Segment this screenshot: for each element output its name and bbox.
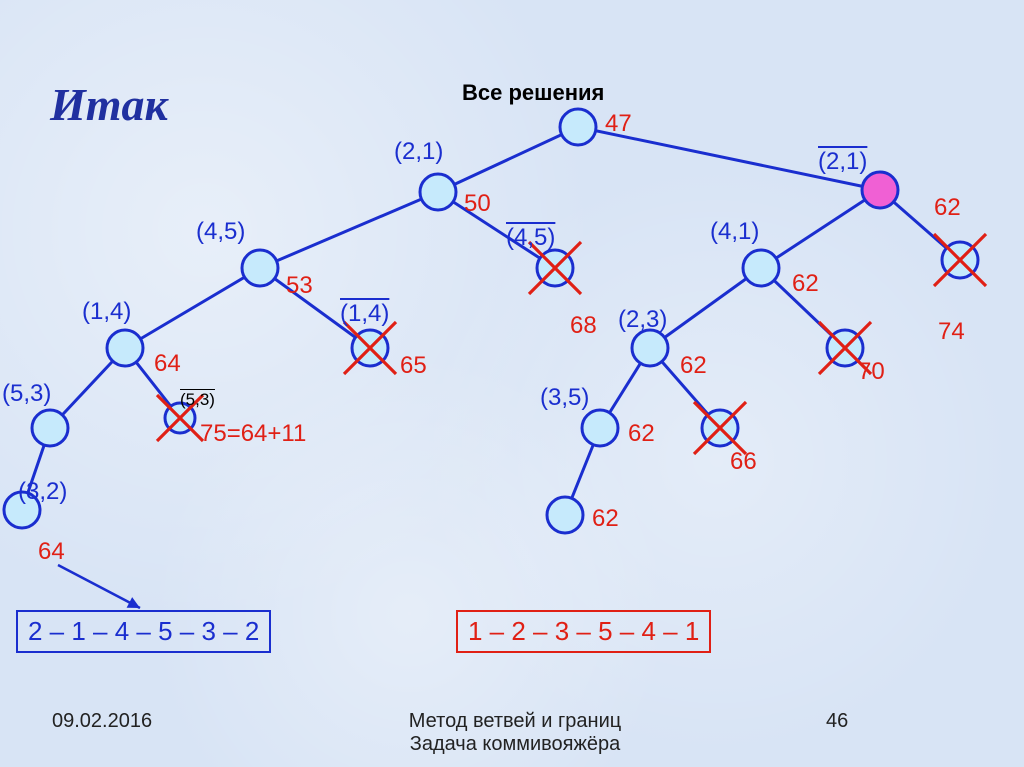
- node-annotation: 74: [938, 318, 965, 346]
- node-annotation: 50: [464, 190, 491, 218]
- footer-page: 46: [826, 710, 848, 733]
- node-annotation: (3,2): [18, 478, 67, 506]
- node-annotation: (1,4): [82, 298, 131, 326]
- node-annotation: 66: [730, 448, 757, 476]
- tree-node: [862, 172, 898, 208]
- node-annotation: 68: [570, 312, 597, 340]
- arrow-line: [58, 565, 140, 608]
- node-annotation: (1,4): [340, 300, 389, 328]
- tree-edge: [260, 192, 438, 268]
- node-annotation: 53: [286, 272, 313, 300]
- tree-node: [420, 174, 456, 210]
- tree-edge: [438, 127, 578, 192]
- tree-edge: [761, 190, 880, 268]
- node-annotation: 62: [592, 505, 619, 533]
- tree-node: [107, 330, 143, 366]
- tree-edge: [125, 268, 260, 348]
- node-annotation: 62: [934, 194, 961, 222]
- node-annotation: 62: [680, 352, 707, 380]
- node-annotation: 47: [605, 110, 632, 138]
- node-annotation: 62: [628, 420, 655, 448]
- tree-node: [582, 410, 618, 446]
- node-annotation: (2,1): [818, 148, 867, 176]
- node-annotation: (3,5): [540, 384, 589, 412]
- node-annotation: 62: [792, 270, 819, 298]
- tree-node: [632, 330, 668, 366]
- node-annotation: (5,3): [2, 380, 51, 408]
- node-annotation: (2,1): [394, 138, 443, 166]
- node-annotation: (4,5): [196, 218, 245, 246]
- node-annotation: 64: [154, 350, 181, 378]
- tree-node: [242, 250, 278, 286]
- tree-node: [743, 250, 779, 286]
- node-annotation: (2,3): [618, 306, 667, 334]
- solution-left: 2 – 1 – 4 – 5 – 3 – 2: [16, 610, 271, 653]
- node-annotation: (5,3): [180, 390, 215, 410]
- solution-right: 1 – 2 – 3 – 5 – 4 – 1: [456, 610, 711, 653]
- node-annotation: (4,1): [710, 218, 759, 246]
- node-annotation: 75=64+11: [200, 420, 306, 448]
- node-annotation: 65: [400, 352, 427, 380]
- footer-center: Метод ветвей и границ Задача коммивояжёр…: [350, 710, 680, 756]
- node-annotation: 70: [858, 358, 885, 386]
- footer-date: 09.02.2016: [52, 710, 152, 733]
- node-annotation: (4,5): [506, 224, 555, 252]
- node-annotation: 64: [38, 538, 65, 566]
- tree-node: [547, 497, 583, 533]
- tree-node: [32, 410, 68, 446]
- tree-node: [560, 109, 596, 145]
